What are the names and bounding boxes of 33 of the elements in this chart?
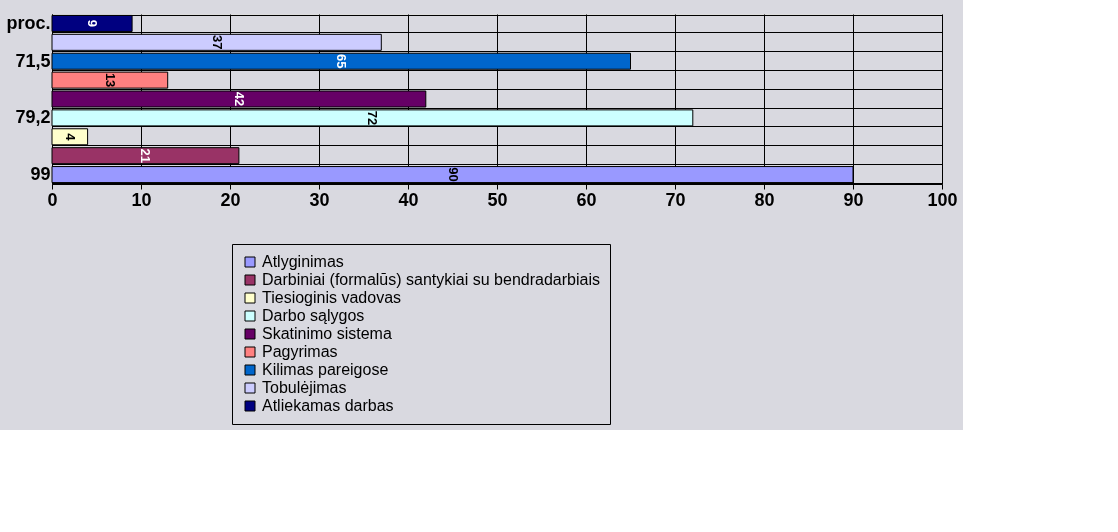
- x-tick-label: 90: [843, 189, 864, 210]
- x-tick-label: 0: [47, 189, 58, 210]
- legend-label: Pagyrimas: [262, 343, 338, 360]
- data-label: 42: [231, 91, 247, 107]
- x-tick-label: 70: [665, 189, 686, 210]
- y-tick-label: 99: [30, 164, 51, 185]
- y-tick-label: proc.: [6, 12, 51, 33]
- x-tick-label: 80: [754, 189, 775, 210]
- y-tick-label: 71,5: [15, 50, 51, 71]
- legend-label: Kilimas pareigose: [262, 361, 389, 378]
- data-label: 4: [62, 133, 78, 142]
- x-tick-label: 100: [927, 189, 958, 210]
- legend-label: Atliekamas darbas: [262, 397, 394, 414]
- x-tick-label: 20: [220, 189, 241, 210]
- data-label: 90: [445, 167, 461, 182]
- x-tick-label: 10: [131, 189, 152, 210]
- legend-label: Darbiniai (formalūs) santykiai su bendradarbiais: [262, 271, 600, 288]
- data-label: 9: [85, 19, 101, 28]
- data-label: 72: [365, 110, 381, 126]
- data-label: 13: [102, 72, 118, 88]
- legend-label: Atlyginimas: [262, 253, 344, 270]
- legend-label: Tobulėjimas: [262, 379, 347, 396]
- legend-label: Darbo sąlygos: [262, 307, 365, 324]
- data-label: 65: [334, 53, 350, 69]
- x-tick-label: 40: [398, 189, 419, 210]
- x-tick-label: 60: [576, 189, 597, 210]
- data-label: 37: [209, 35, 225, 50]
- data-label: 21: [138, 148, 154, 163]
- y-tick-label: 79,2: [15, 107, 51, 128]
- legend-label: Tiesioginis vadovas: [262, 289, 402, 306]
- legend-label: Skatinimo sistema: [262, 325, 392, 342]
- x-tick-label: 30: [309, 189, 330, 210]
- x-tick-label: 50: [487, 189, 508, 210]
